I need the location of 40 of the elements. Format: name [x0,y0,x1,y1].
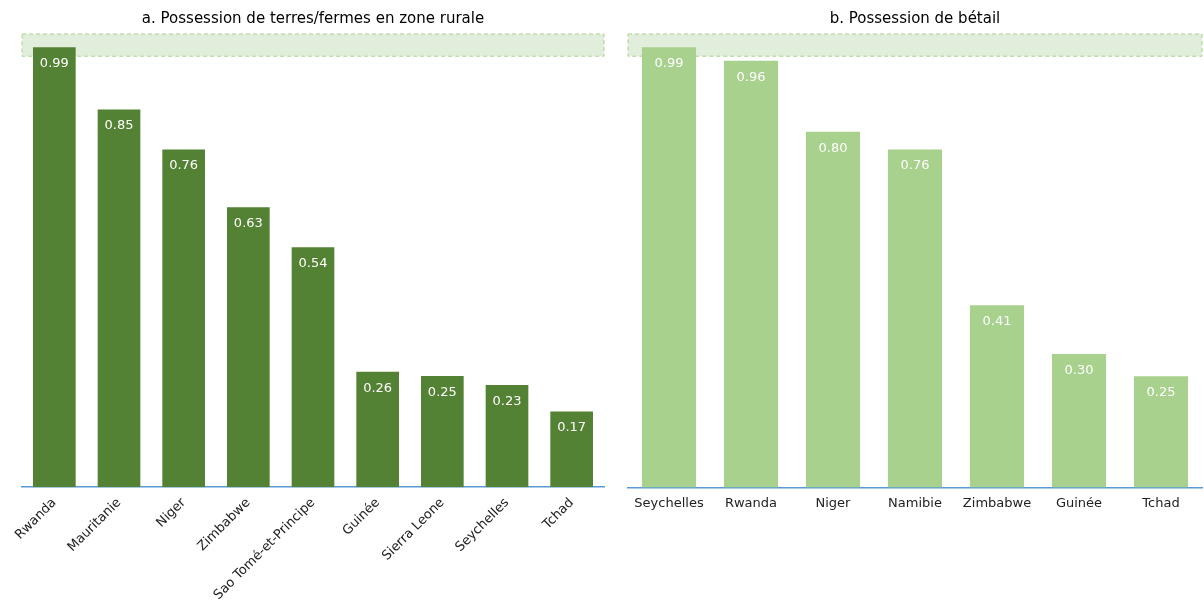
data-label: 0.63 [233,215,263,231]
bar [485,384,529,488]
bar [550,411,594,488]
data-label: 0.25 [427,383,457,399]
x-tick-label: Seychelles [634,494,704,510]
x-tick-label: Tchad [1141,494,1180,510]
data-label: 0.80 [818,139,848,155]
bar [887,149,943,488]
data-label: 0.30 [1064,361,1094,377]
bar [162,149,206,488]
data-label: 0.25 [1146,384,1176,400]
bar [1051,354,1107,488]
data-label: 0.17 [557,419,587,435]
bar [723,60,779,488]
x-tick-label: Zimbabwe [962,494,1032,510]
data-label: 0.99 [39,55,69,71]
chart-title: b. Possession de bétail [829,8,1001,27]
bar [97,109,141,488]
x-tick-label: Rwanda [724,494,778,510]
data-label: 0.99 [654,55,684,71]
chart-title: a. Possession de terres/fermes en zone rurale [141,8,485,27]
data-label: 0.23 [492,392,522,408]
bar [32,47,76,488]
bar [420,376,464,488]
data-label: 0.76 [900,157,930,173]
data-label: 0.85 [104,117,134,133]
data-label: 0.76 [169,157,199,173]
bar [356,371,400,488]
data-label: 0.26 [363,379,393,395]
bar [805,131,861,488]
x-tick-label: Niger [815,494,852,510]
bar [226,207,270,488]
data-label: 0.41 [982,313,1012,329]
bar [969,305,1025,488]
x-tick-label: Guinée [1055,494,1103,510]
x-tick-label: Namibie [888,494,942,510]
bar [1133,376,1189,488]
data-label: 0.54 [298,255,328,271]
bar [291,247,335,488]
data-label: 0.96 [736,68,766,84]
